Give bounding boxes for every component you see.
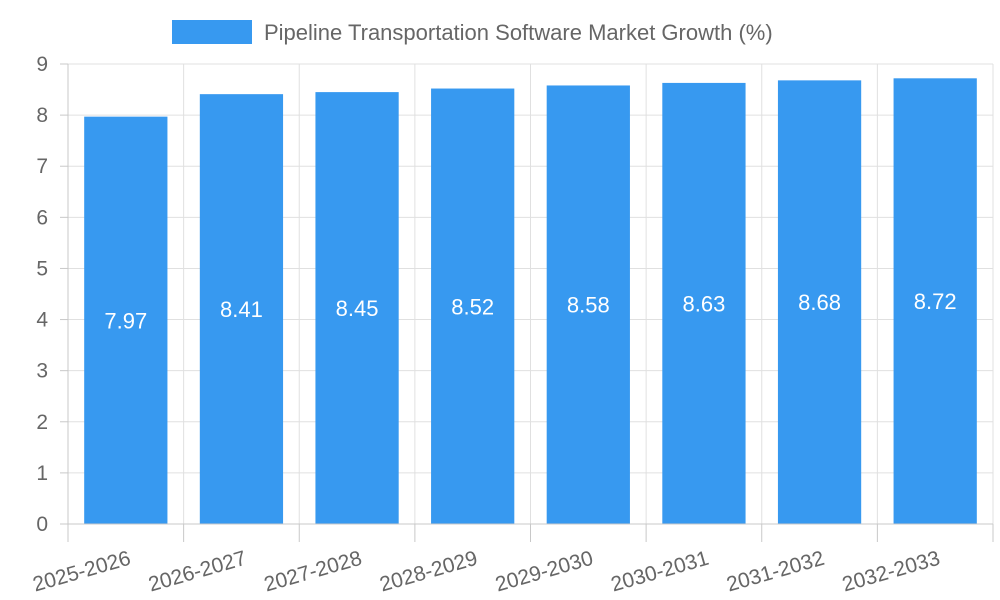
bar-value-label: 7.97 xyxy=(104,308,147,333)
x-tick-label: 2032-2033 xyxy=(840,547,943,597)
y-tick-label: 4 xyxy=(36,309,48,332)
bar-value-label: 8.41 xyxy=(220,297,263,322)
y-tick-label: 2 xyxy=(36,411,48,434)
bar[interactable] xyxy=(431,88,515,525)
chart-bars xyxy=(84,78,977,525)
y-axis-ticks: 0 1 2 3 4 5 6 7 8 9 xyxy=(36,53,68,536)
x-axis-ticks: 2025-2026 2026-2027 2027-2028 2028-2029 2029… xyxy=(30,524,994,597)
y-tick-label: 9 xyxy=(36,53,48,76)
x-tick-label: 2030-2031 xyxy=(608,547,711,597)
bar[interactable] xyxy=(662,82,746,525)
x-tick-label: 2026-2027 xyxy=(146,547,249,597)
y-tick-label: 8 xyxy=(36,104,48,127)
x-tick-label: 2031-2032 xyxy=(724,547,827,597)
chart-legend[interactable]: Pipeline Transportation Software Market … xyxy=(172,20,773,45)
y-tick-label: 0 xyxy=(36,513,48,536)
bar[interactable] xyxy=(777,80,862,524)
bar[interactable] xyxy=(199,94,284,525)
x-tick-label: 2027-2028 xyxy=(262,547,365,597)
y-tick-label: 3 xyxy=(36,360,48,383)
y-tick-label: 1 xyxy=(36,462,48,485)
x-tick-label: 2028-2029 xyxy=(377,547,480,597)
legend-label: Pipeline Transportation Software Market … xyxy=(264,20,773,45)
bar[interactable] xyxy=(84,116,168,525)
bar[interactable] xyxy=(546,85,630,524)
y-tick-label: 7 xyxy=(36,155,48,178)
bar[interactable] xyxy=(315,92,399,524)
bar-value-label: 8.45 xyxy=(336,296,379,321)
bar-value-label: 8.72 xyxy=(914,289,957,314)
y-tick-label: 5 xyxy=(36,257,48,280)
legend-swatch xyxy=(172,20,252,44)
bar[interactable] xyxy=(893,78,977,525)
y-tick-label: 6 xyxy=(36,206,48,229)
bar-value-label: 8.68 xyxy=(798,290,841,315)
bar-labels: 7.97 8.41 8.45 8.52 8.58 8.63 8.68 8.72 xyxy=(104,289,956,333)
x-tick-label: 2029-2030 xyxy=(493,547,596,597)
bar-value-label: 8.58 xyxy=(567,293,610,318)
bar-value-label: 8.63 xyxy=(683,291,726,316)
x-tick-label: 2025-2026 xyxy=(30,547,133,597)
bar-value-label: 8.52 xyxy=(451,294,494,319)
